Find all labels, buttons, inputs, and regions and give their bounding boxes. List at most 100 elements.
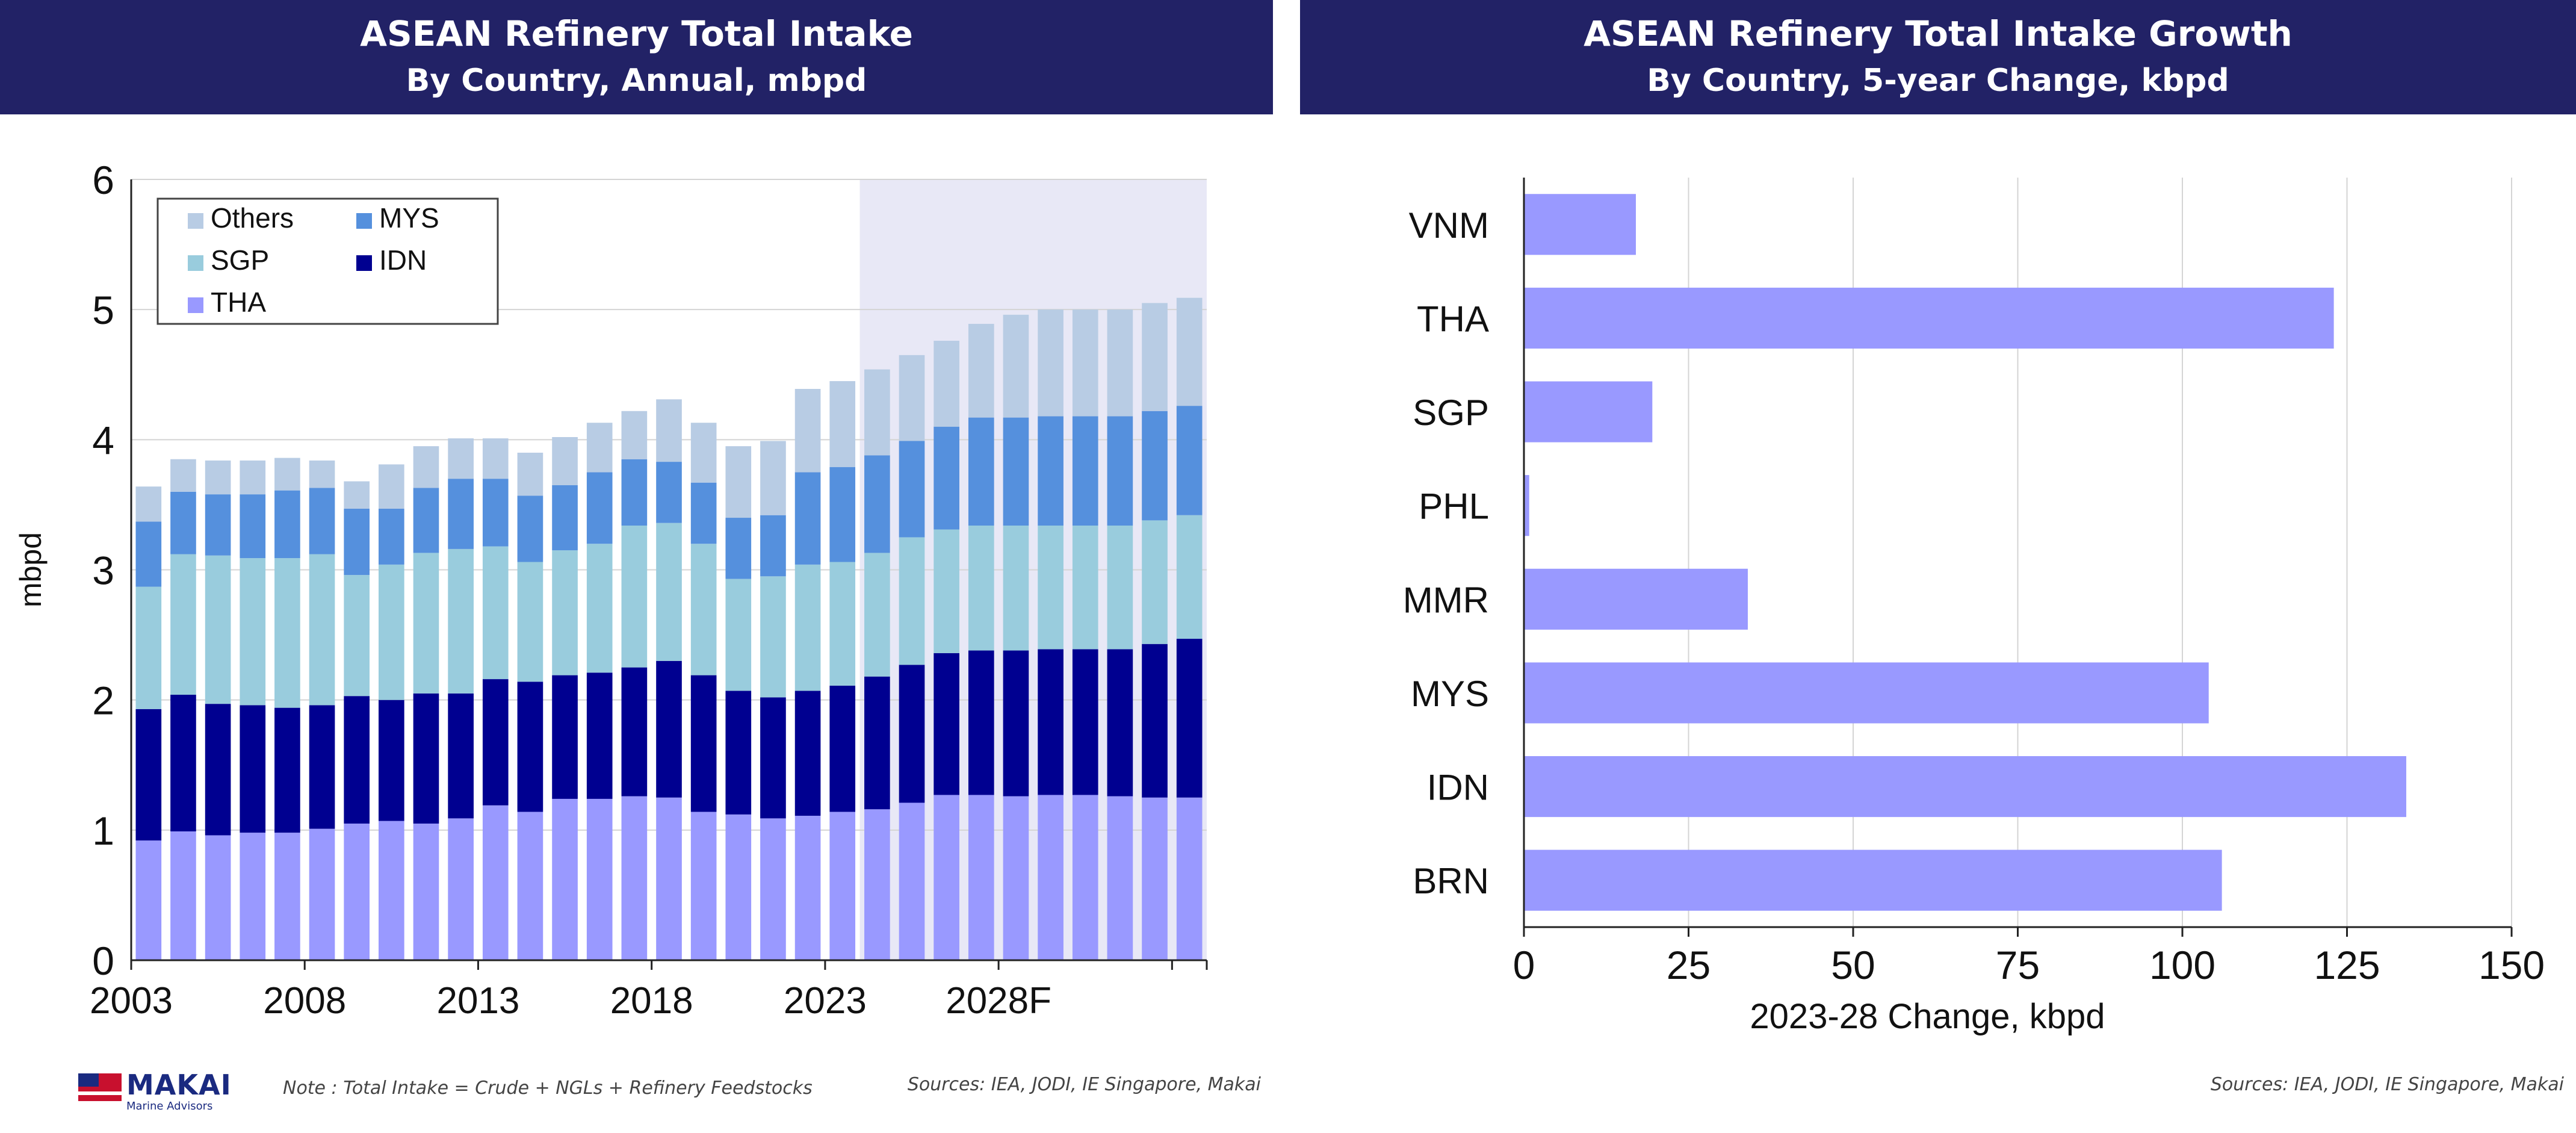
legend-swatch-sgp: [188, 255, 203, 271]
bar-segment-tha-2028: [1003, 796, 1029, 960]
bar-segment-others-2020: [725, 446, 752, 518]
bar-segment-idn-2028: [1003, 650, 1029, 796]
bar-segment-idn-2029: [1038, 649, 1064, 795]
bar-segment-mys-2027: [968, 417, 994, 526]
bar-segment-mys-2012: [448, 479, 474, 549]
x-tick-label: 2003: [90, 980, 173, 1022]
bar-segment-others-2032: [1142, 303, 1168, 411]
bar-segment-sgp-2009: [344, 575, 370, 697]
bar-segment-tha-2027: [968, 795, 994, 960]
bar-segment-tha-2031: [1107, 796, 1133, 960]
bar-segment-idn-2020: [725, 691, 752, 815]
bar-segment-mys-2030: [1072, 416, 1098, 526]
bar-segment-idn-2031: [1107, 649, 1133, 796]
bar-segment-tha-2022: [794, 816, 821, 960]
bar-segment-others-2016: [586, 423, 613, 473]
bar-segment-others-2010: [379, 464, 404, 509]
x-tick-label: 2018: [610, 980, 693, 1022]
bar-segment-idn-2012: [448, 693, 474, 819]
bar-segment-others-2021: [760, 441, 786, 515]
bar-segment-tha-2020: [725, 814, 752, 960]
hawaii-flag-icon: [78, 1073, 122, 1101]
category-label-sgp: SGP: [1413, 393, 1489, 433]
bar-segment-others-2004: [170, 459, 196, 492]
x-tick-label: 125: [2314, 943, 2380, 987]
bar-segment-others-2029: [1038, 309, 1064, 417]
bar-segment-idn-2025: [899, 665, 925, 803]
bar-segment-sgp-2012: [448, 548, 474, 694]
bar-segment-idn-2006: [240, 705, 266, 833]
bar-segment-tha-2011: [413, 824, 439, 960]
bar-segment-mys-2022: [794, 472, 821, 565]
legend-label-tha: THA: [211, 287, 266, 318]
x-tick-label: 100: [2149, 943, 2215, 987]
bar-segment-tha-2029: [1038, 795, 1064, 960]
right-chart-subtitle: By Country, 5-year Change, kbpd: [1647, 63, 2229, 99]
y-tick-label: 2: [92, 678, 114, 723]
bar-segment-tha-2017: [621, 796, 648, 960]
bar-segment-others-2008: [309, 460, 335, 488]
bar-segment-tha-2030: [1072, 795, 1098, 960]
bar-segment-tha-2013: [482, 805, 509, 960]
bar-segment-tha-2006: [240, 833, 266, 960]
bar-segment-sgp-2019: [690, 544, 717, 675]
legend-swatch-idn: [356, 255, 372, 271]
x-tick-label: 75: [1996, 943, 2040, 987]
bar-segment-sgp-2017: [621, 526, 648, 668]
bar-segment-sgp-2023: [829, 562, 856, 686]
x-tick-label: 25: [1667, 943, 1711, 987]
bar-segment-mys-2016: [586, 472, 613, 544]
bar-segment-idn-2009: [344, 696, 370, 824]
right-sources: Sources: IEA, JODI, IE Singapore, Makai: [2210, 1074, 2564, 1095]
bar-segment-others-2012: [448, 438, 474, 479]
bar-segment-sgp-2006: [240, 558, 266, 706]
bar-segment-others-2006: [240, 460, 266, 495]
x-axis-label: 2023-28 Change, kbpd: [1750, 997, 2105, 1036]
x-tick-label: 2008: [263, 980, 346, 1022]
bar-segment-sgp-2024: [864, 553, 890, 677]
bar-brn: [1524, 849, 2222, 911]
bar-segment-sgp-2010: [379, 564, 404, 700]
bar-segment-tha-2018: [656, 797, 682, 960]
legend-label-sgp: SGP: [211, 244, 269, 276]
bar-idn: [1524, 756, 2406, 818]
left-panel-header: ASEAN Refinery Total Intake By Country, …: [0, 0, 1273, 114]
bar-segment-mys-2015: [552, 485, 578, 551]
bar-segment-tha-2026: [933, 795, 959, 960]
bar-segment-idn-2008: [309, 705, 335, 829]
right-chart-title: ASEAN Refinery Total Intake Growth: [1584, 13, 2293, 54]
footnote: Note : Total Intake = Crude + NGLs + Ref…: [283, 1078, 813, 1099]
bar-segment-mys-2005: [205, 494, 231, 556]
bar-segment-sgp-2031: [1107, 526, 1133, 650]
bar-segment-others-2030: [1072, 309, 1098, 417]
bar-segment-mys-2003: [135, 521, 162, 587]
bar-segment-mys-2011: [413, 488, 439, 553]
bar-segment-idn-2017: [621, 667, 648, 796]
bar-segment-tha-2010: [379, 821, 404, 960]
bar-segment-mys-2007: [274, 490, 300, 559]
bar-segment-tha-2033: [1176, 797, 1203, 960]
bar-segment-idn-2004: [170, 695, 196, 831]
bar-segment-mys-2014: [517, 495, 543, 562]
bar-segment-tha-2012: [448, 818, 474, 960]
bar-segment-others-2028: [1003, 314, 1029, 418]
x-tick-label: 2013: [436, 980, 519, 1022]
bar-segment-idn-2019: [690, 675, 717, 812]
bar-segment-sgp-2021: [760, 576, 786, 698]
x-tick-label: 2028F: [946, 980, 1051, 1022]
bar-segment-mys-2009: [344, 508, 370, 576]
bar-segment-idn-2032: [1142, 644, 1168, 798]
bar-segment-mys-2028: [1003, 417, 1029, 526]
bar-segment-tha-2032: [1142, 797, 1168, 960]
bar-mys: [1524, 662, 2209, 724]
left-panel: ASEAN Refinery Total Intake By Country, …: [0, 0, 1273, 1133]
logo-name: MAKAI: [126, 1069, 232, 1101]
bar-segment-others-2013: [482, 438, 509, 479]
bar-segment-sgp-2003: [135, 586, 162, 709]
bar-segment-idn-2033: [1176, 639, 1203, 798]
horizontal-bar-chart: 0 25 50 75 100 125 150 VNM THA SGP PHL MMR MYS IDN BRN…: [1403, 178, 2545, 1036]
legend-label-others: Others: [211, 202, 294, 234]
bar-segment-sgp-2007: [274, 558, 300, 708]
bar-segment-others-2023: [829, 381, 856, 467]
bar-sgp: [1524, 381, 1653, 442]
